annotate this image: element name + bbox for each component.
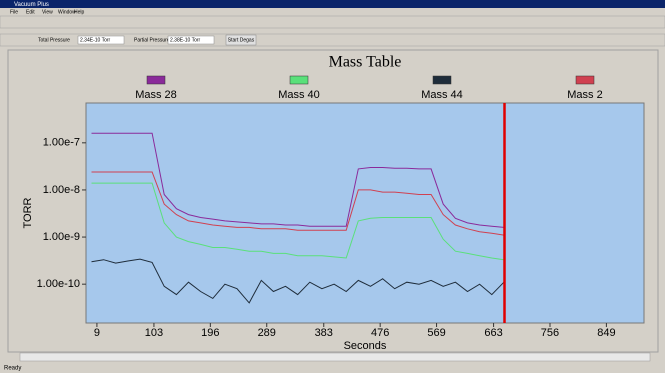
series-line — [91, 132, 504, 228]
degas-button[interactable] — [225, 34, 257, 46]
x-tick-label: 289 — [258, 327, 276, 339]
menu-item[interactable]: Edit — [26, 9, 35, 15]
toolbar — [0, 15, 665, 29]
y-tick-label: 1.00e-10 — [37, 278, 80, 290]
total-pressure-value: 2.34E-10 Torr — [80, 37, 111, 43]
window-title: Vacuum Plus — [14, 2, 49, 8]
pressure-bar — [0, 33, 665, 47]
partial-pressure-value: 2.38E-10 Torr — [170, 37, 201, 43]
y-axis-label: TORR — [22, 197, 34, 228]
series-line — [91, 258, 505, 304]
legend-swatch — [146, 75, 166, 85]
x-tick-label: 476 — [371, 327, 389, 339]
status-text: Ready — [4, 366, 21, 372]
scrollbar[interactable] — [19, 352, 651, 362]
partial-pressure-label: Partial Pressure — [134, 37, 170, 43]
x-tick-label: 849 — [597, 327, 615, 339]
y-tick-label: 1.00e-7 — [43, 137, 80, 149]
legend-label: Mass 28 — [135, 89, 177, 101]
menu-item[interactable]: File — [10, 9, 18, 15]
x-tick-label: 756 — [541, 327, 559, 339]
x-axis-label: Seconds — [344, 340, 387, 352]
legend-swatch — [289, 75, 309, 85]
legend-swatch — [575, 75, 595, 85]
chart-title: Mass Table — [329, 54, 402, 71]
x-tick-label: 196 — [201, 327, 219, 339]
series-line — [91, 182, 504, 261]
x-tick-label: 9 — [94, 327, 100, 339]
legend-swatch — [432, 75, 452, 85]
title-bar — [0, 0, 665, 8]
y-tick-label: 1.00e-9 — [43, 231, 80, 243]
legend-label: Mass 40 — [278, 89, 320, 101]
x-tick-label: 383 — [315, 327, 333, 339]
total-pressure-field — [77, 35, 125, 45]
degas-button-label[interactable]: Start Degas — [228, 37, 255, 43]
menu-item[interactable]: Help — [74, 9, 85, 15]
x-tick-label: 663 — [484, 327, 502, 339]
menu-item[interactable]: View — [42, 9, 53, 15]
plot-area — [85, 102, 645, 324]
total-pressure-label: Total Pressure — [38, 37, 70, 43]
x-tick-label: 103 — [145, 327, 163, 339]
legend-label: Mass 2 — [567, 89, 602, 101]
y-tick-label: 1.00e-8 — [43, 184, 80, 196]
partial-pressure-field — [167, 35, 215, 45]
menu-item[interactable]: Window — [58, 9, 76, 15]
legend-label: Mass 44 — [421, 89, 463, 101]
x-tick-label: 569 — [427, 327, 445, 339]
series-line — [91, 171, 504, 236]
